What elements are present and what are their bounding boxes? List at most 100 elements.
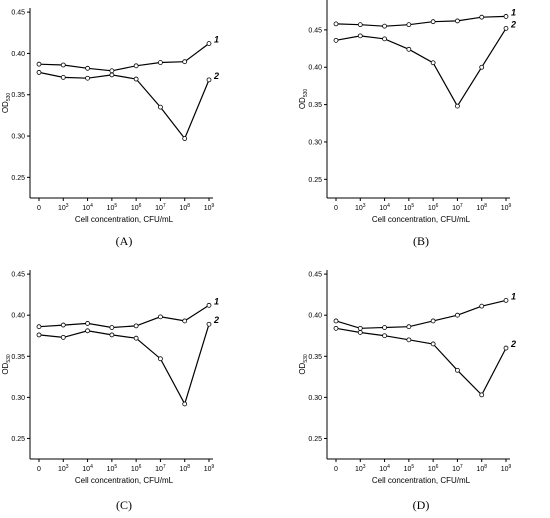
x-tick-exponent: 3 — [66, 464, 69, 470]
x-tick-exponent: 3 — [363, 464, 366, 470]
x-tick-label: 106 — [131, 203, 142, 212]
series-label: 1 — [214, 296, 219, 306]
series-2: 2 — [36, 315, 219, 407]
x-tick-exponent: 5 — [114, 203, 117, 209]
data-point — [455, 312, 460, 318]
x-tick-base: 10 — [379, 466, 387, 473]
x-tick-exponent: 9 — [509, 203, 512, 209]
data-point — [503, 345, 509, 351]
data-point — [85, 65, 90, 71]
y-axis-title-subscript: 530 — [303, 89, 309, 98]
x-tick-exponent: 5 — [114, 464, 117, 470]
data-point — [182, 318, 188, 324]
data-point — [109, 72, 115, 78]
y-tick-label: 0.25 — [11, 175, 25, 182]
series-1: 1 — [333, 7, 516, 29]
data-point — [503, 14, 509, 19]
x-tick-label: 104 — [82, 203, 93, 212]
x-tick-label: 104 — [379, 464, 390, 473]
x-tick-base: 0 — [37, 466, 41, 473]
x-tick-label: 109 — [204, 203, 215, 212]
x-tick-label: 108 — [476, 203, 487, 212]
x-tick-base: 10 — [204, 205, 212, 212]
series-line — [335, 28, 507, 108]
data-point — [382, 333, 387, 339]
series-label: 1 — [511, 291, 516, 301]
series-label: 1 — [214, 35, 219, 45]
x-tick-label: 108 — [179, 464, 190, 473]
x-tick-label: 106 — [428, 464, 439, 473]
y-axis-title: OD530 — [298, 89, 309, 110]
data-point — [430, 341, 436, 347]
x-tick-base: 10 — [131, 205, 139, 212]
data-point — [133, 63, 139, 69]
panel-b: 0.250.300.350.400.450 103 104 105 106 107 108 1… — [298, 0, 516, 248]
x-tick-exponent: 4 — [90, 464, 93, 470]
data-point — [60, 74, 66, 80]
series-line — [335, 299, 507, 329]
x-tick-base: 10 — [501, 205, 509, 212]
y-tick-label: 0.30 — [308, 395, 322, 402]
data-point — [85, 321, 90, 326]
data-point — [479, 14, 485, 20]
x-axis-title: Cell concentration, CFU/mL — [372, 476, 471, 485]
data-point — [109, 68, 115, 74]
data-point — [430, 19, 436, 25]
y-axis-title-subscript: 530 — [6, 93, 12, 102]
x-tick-base: 10 — [404, 205, 412, 212]
y-tick-label: 0.40 — [308, 313, 322, 320]
x-tick-exponent: 8 — [187, 464, 190, 470]
x-tick-label: 107 — [155, 464, 166, 473]
x-tick-label: 103 — [355, 203, 366, 212]
x-tick-label: 103 — [58, 464, 69, 473]
series-label: 2 — [213, 315, 219, 325]
x-tick-label: 105 — [404, 464, 415, 473]
data-point — [158, 104, 163, 110]
data-point — [406, 324, 412, 330]
data-point — [357, 325, 363, 331]
data-point — [36, 332, 42, 338]
series-line — [335, 327, 507, 396]
x-tick-base: 10 — [179, 466, 187, 473]
data-point — [333, 21, 339, 27]
y-tick-label: 0.30 — [11, 134, 25, 141]
data-point — [503, 298, 509, 303]
x-tick-exponent: 7 — [460, 203, 463, 209]
data-point — [133, 76, 139, 82]
y-axis-title-main: OD — [1, 101, 10, 113]
data-point — [36, 324, 42, 330]
x-tick-label: 106 — [131, 464, 142, 473]
x-tick-base: 10 — [107, 466, 115, 473]
y-axis-title-main: OD — [298, 97, 307, 109]
data-point — [455, 103, 460, 109]
x-tick-base: 10 — [107, 205, 115, 212]
x-tick-base: 10 — [82, 205, 90, 212]
data-point — [479, 392, 485, 398]
y-tick-label: 0.30 — [11, 395, 25, 402]
x-tick-exponent: 9 — [212, 203, 215, 209]
x-tick-label: 0 — [37, 466, 41, 473]
x-tick-base: 0 — [37, 205, 41, 212]
x-axis-title: Cell concentration, CFU/mL — [372, 215, 471, 224]
x-tick-exponent: 9 — [509, 464, 512, 470]
y-tick-label: 0.45 — [11, 272, 25, 279]
y-axis-title: OD530 — [1, 93, 12, 114]
x-tick-exponent: 6 — [139, 464, 142, 470]
x-axis-title: Cell concentration, CFU/mL — [75, 476, 174, 485]
x-tick-base: 10 — [428, 466, 436, 473]
panel-label: (B) — [413, 234, 429, 248]
y-axis-title-subscript: 530 — [303, 354, 309, 363]
data-point — [430, 318, 436, 324]
panel-label: (C) — [116, 498, 132, 512]
y-tick-label: 0.35 — [308, 354, 322, 361]
panel-label: (D) — [413, 498, 430, 512]
y-tick-label: 0.40 — [11, 51, 25, 58]
data-point — [382, 23, 387, 29]
data-point — [206, 321, 212, 327]
x-tick-label: 104 — [379, 203, 390, 212]
y-axis-title-main: OD — [1, 362, 10, 374]
data-point — [503, 25, 509, 31]
data-point — [60, 322, 66, 328]
y-tick-label: 0.35 — [11, 92, 25, 99]
